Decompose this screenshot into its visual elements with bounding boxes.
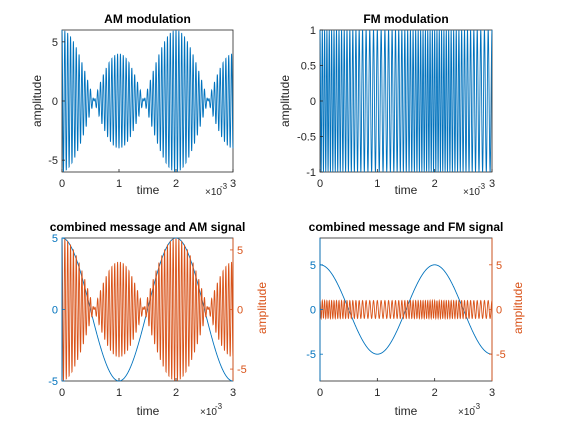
y-tick-label: 0	[310, 96, 316, 108]
y-tick-label: 5	[52, 37, 58, 49]
y-tick-label: 5	[52, 233, 58, 245]
x-tick-label: 1	[374, 387, 380, 399]
chart-title: combined message and AM signal	[50, 220, 246, 234]
x-axis-label: time	[137, 183, 160, 197]
x-tick-label: 3	[489, 387, 495, 399]
x-tick-label: 0	[59, 387, 65, 399]
y-tick-label: 0	[52, 305, 58, 317]
y-tick-label: -1	[306, 167, 316, 179]
y-tick-label: 5	[310, 260, 316, 272]
y-tick-label-right: 5	[496, 260, 502, 272]
y-axis-label: amplitude	[30, 75, 44, 127]
x-exponent-base: ×10	[463, 187, 480, 198]
x-axis-label: time	[395, 183, 418, 197]
y-axis-label-right: amplitude	[511, 282, 525, 334]
chart-title: FM modulation	[363, 12, 448, 26]
y-tick-label: 0.5	[301, 61, 316, 73]
x-axis-label: time	[137, 404, 160, 418]
y-tick-label: -0.5	[297, 132, 316, 144]
chart-title: combined message and FM signal	[309, 220, 504, 234]
y-tick-label-right: 0	[496, 305, 502, 317]
x-tick-label: 0	[317, 387, 323, 399]
x-tick-label: 3	[489, 178, 495, 190]
panel-combined-fm: combined message and FM signal amplitude…	[306, 220, 525, 418]
x-exponent-power: -3	[478, 182, 486, 191]
y-tick-label-right: -5	[237, 364, 247, 376]
x-axis-label: time	[395, 404, 418, 418]
panel-combined-am: combined message and AM signal amplitude…	[48, 220, 269, 418]
y-tick-label: -5	[48, 376, 58, 388]
x-tick-label: 3	[230, 387, 236, 399]
x-tick-label: 2	[173, 178, 179, 190]
x-ticks-fm: 0 1 2 3	[317, 169, 495, 190]
series-line-2	[319, 298, 493, 321]
x-tick-label: 2	[432, 178, 438, 190]
y-ticks-left-combined-fm: -5 0 5	[306, 238, 323, 381]
y-axis-label-right: amplitude	[255, 282, 269, 334]
y-tick-label: 0	[52, 96, 58, 108]
y-tick-label: 0	[310, 305, 316, 317]
x-tick-label: 0	[59, 178, 65, 190]
x-ticks-am: 0 1 2 3	[59, 169, 236, 190]
x-exponent-base: ×10	[458, 407, 475, 418]
x-exponent-power: -3	[215, 402, 223, 411]
x-tick-label: 3	[230, 178, 236, 190]
y-tick-label-right: 0	[237, 305, 243, 317]
series-line-2	[61, 237, 234, 381]
y-tick-label-right: 5	[237, 245, 243, 257]
y-ticks-right-combined-am: -5 0 5	[230, 238, 247, 381]
y-ticks-left-combined-am: -5 0 5	[48, 233, 65, 388]
y-tick-label-right: -5	[496, 349, 506, 361]
y-axis-label: amplitude	[278, 75, 292, 127]
x-exponent-power: -3	[473, 402, 481, 411]
y-ticks-right-combined-fm: -5 0 5	[489, 238, 506, 381]
y-ticks-fm: -1 -0.5 0 0.5 1	[297, 25, 323, 179]
x-exponent-power: -3	[220, 182, 228, 191]
chart-title: AM modulation	[104, 12, 191, 26]
panel-fm-modulation: FM modulation amplitude time ×10 -3 0 1 2 3…	[278, 12, 495, 198]
x-tick-label: 0	[317, 178, 323, 190]
y-tick-label: -5	[48, 155, 58, 167]
series-line-1	[61, 29, 234, 172]
series-line-1	[62, 237, 233, 382]
x-tick-label: 2	[173, 387, 179, 399]
panel-am-modulation: AM modulation amplitude time ×10 -3 0 1 2 3…	[30, 12, 236, 198]
x-tick-label: 2	[432, 387, 438, 399]
y-tick-label: 1	[310, 25, 316, 37]
x-tick-label: 1	[116, 387, 122, 399]
y-ticks-am: -5 0 5	[48, 37, 65, 167]
y-tick-label: -5	[306, 349, 316, 361]
series-line-1	[320, 264, 492, 355]
series-line-1	[319, 29, 493, 173]
x-tick-label: 1	[374, 178, 380, 190]
x-tick-label: 1	[116, 178, 122, 190]
x-exponent-base: ×10	[200, 407, 217, 418]
x-exponent-base: ×10	[205, 187, 222, 198]
